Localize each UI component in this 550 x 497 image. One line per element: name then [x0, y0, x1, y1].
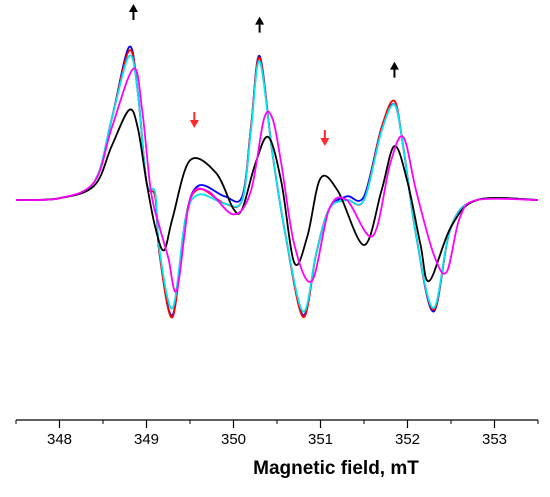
- x-tick-label: 350: [221, 431, 246, 448]
- arrow-head: [255, 16, 265, 25]
- x-axis: 348 349 350 351 352 353: [15, 419, 539, 448]
- series-line-3: [15, 54, 539, 313]
- arrow-up-3: [389, 61, 399, 78]
- x-tick-label: 351: [308, 431, 333, 448]
- x-tick-label: 349: [134, 431, 159, 448]
- x-axis-title: Magnetic field, mT: [253, 458, 419, 479]
- x-tick-label: 352: [395, 431, 420, 448]
- x-tick-label: 353: [482, 431, 507, 448]
- series-line-5: [15, 67, 539, 293]
- x-tick-label: 348: [47, 431, 72, 448]
- series-lines: [15, 45, 539, 318]
- arrow-down-4: [189, 112, 199, 128]
- arrow-down-5: [320, 130, 330, 146]
- arrow-up-2: [255, 16, 265, 33]
- arrow-head: [389, 61, 399, 70]
- arrow-head: [189, 120, 199, 128]
- series-line-4: [15, 108, 539, 282]
- arrow-head: [128, 4, 138, 12]
- arrow-up-1: [128, 4, 138, 20]
- annotation-arrows: [128, 4, 399, 146]
- arrow-head: [320, 138, 330, 146]
